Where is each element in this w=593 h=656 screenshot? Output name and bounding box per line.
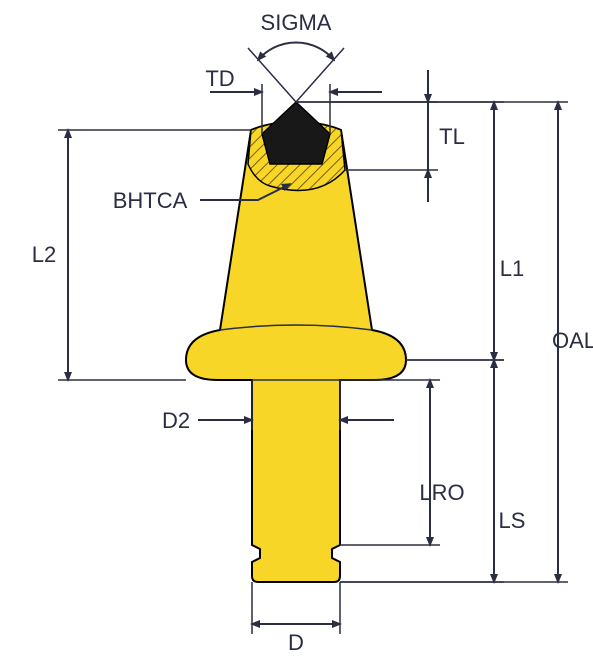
label-l1: L1	[500, 256, 524, 281]
label-oal: OAL	[552, 328, 593, 353]
dimension-ls: LS	[340, 360, 525, 582]
label-lro: LRO	[419, 480, 464, 505]
label-d: D	[288, 630, 304, 655]
label-tl: TL	[439, 124, 465, 149]
label-d2: D2	[162, 408, 190, 433]
dimension-tl: TL	[330, 70, 465, 202]
label-l2: L2	[32, 242, 56, 267]
label-sigma: SIGMA	[261, 10, 332, 35]
label-td: TD	[205, 66, 234, 91]
label-bhtca: BHTCA	[113, 188, 188, 213]
dimension-lro: LRO	[340, 380, 465, 545]
dimension-d: D	[252, 582, 340, 655]
carbide-tip	[262, 102, 330, 164]
tool-body	[186, 102, 406, 582]
label-ls: LS	[499, 508, 526, 533]
